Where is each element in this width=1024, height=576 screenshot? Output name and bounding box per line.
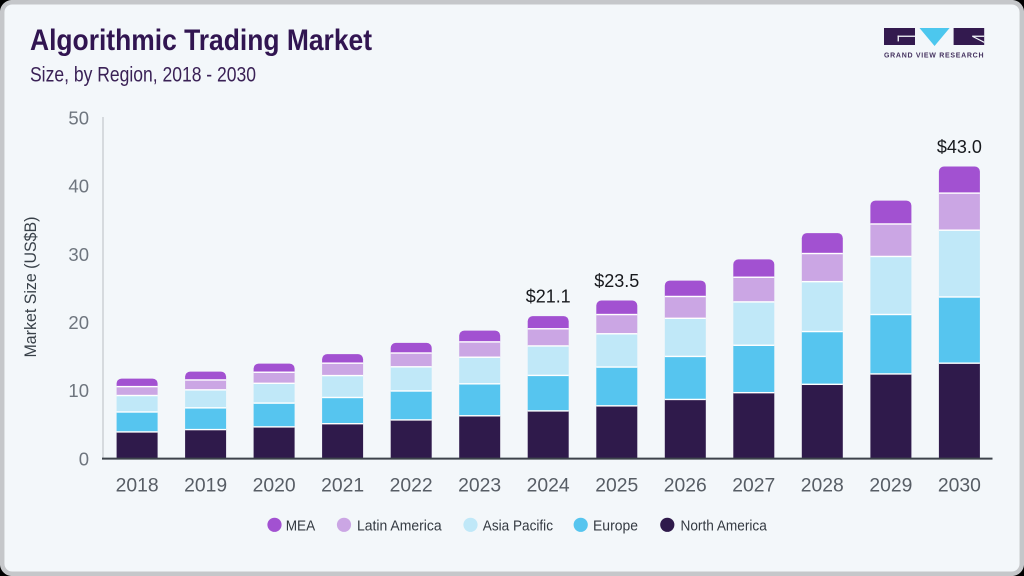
svg-text:2025: 2025	[595, 476, 638, 497]
svg-text:30: 30	[68, 244, 89, 265]
svg-text:0: 0	[79, 448, 89, 469]
svg-text:Asia Pacific: Asia Pacific	[483, 517, 554, 534]
svg-text:$43.0: $43.0	[937, 136, 982, 157]
svg-text:40: 40	[68, 176, 89, 197]
svg-text:$21.1: $21.1	[526, 286, 571, 307]
svg-text:Europe: Europe	[593, 517, 638, 534]
svg-text:2026: 2026	[664, 476, 707, 497]
svg-text:2024: 2024	[527, 476, 570, 497]
svg-text:2019: 2019	[184, 476, 227, 497]
svg-text:$23.5: $23.5	[594, 270, 639, 291]
svg-text:2029: 2029	[869, 476, 912, 497]
svg-text:2020: 2020	[253, 476, 296, 497]
svg-text:2030: 2030	[938, 476, 981, 497]
svg-text:Algorithmic Trading Market: Algorithmic Trading Market	[30, 24, 372, 57]
svg-text:20: 20	[68, 312, 89, 333]
svg-text:2023: 2023	[458, 476, 501, 497]
svg-text:Market Size (US$B): Market Size (US$B)	[21, 217, 40, 358]
svg-text:50: 50	[68, 107, 89, 128]
svg-text:Latin America: Latin America	[357, 517, 442, 534]
svg-text:2018: 2018	[116, 476, 159, 497]
svg-text:2028: 2028	[801, 476, 844, 497]
svg-text:MEA: MEA	[286, 517, 316, 534]
svg-text:2021: 2021	[321, 476, 364, 497]
svg-text:GRAND VIEW RESEARCH: GRAND VIEW RESEARCH	[884, 53, 984, 60]
svg-text:2027: 2027	[732, 476, 775, 497]
svg-text:10: 10	[68, 380, 89, 401]
svg-text:2022: 2022	[390, 476, 433, 497]
svg-text:North America: North America	[681, 517, 768, 534]
svg-text:Size, by Region, 2018 - 2030: Size, by Region, 2018 - 2030	[30, 64, 256, 87]
